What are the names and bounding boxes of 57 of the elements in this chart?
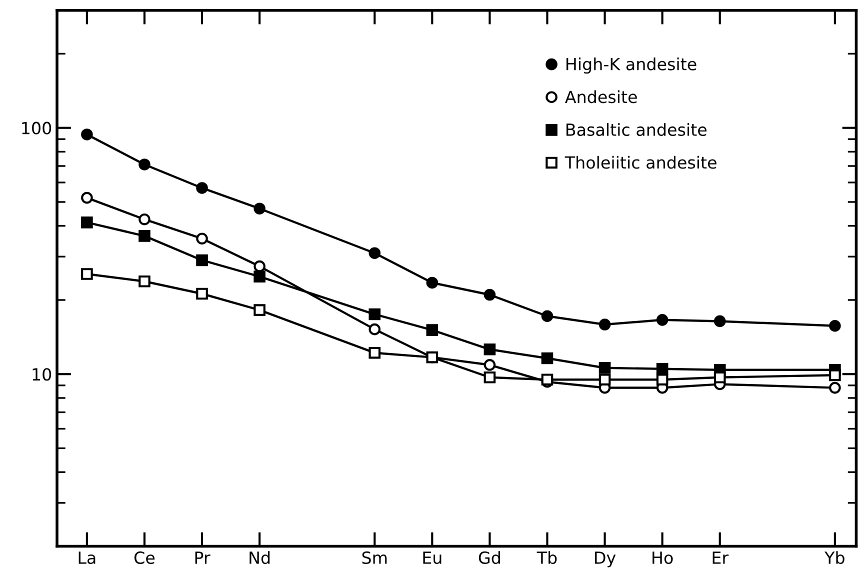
- point: [138, 213, 150, 226]
- x-tick-label: Tb: [536, 551, 557, 564]
- x-tick-label: Gd: [478, 551, 500, 564]
- point: [81, 216, 93, 228]
- point: [484, 343, 496, 356]
- point: [714, 371, 726, 384]
- x-tick-label: Dy: [595, 552, 616, 568]
- x-tick-label: Ce: [134, 551, 155, 564]
- legend-label: Basaltic andesite: [566, 123, 707, 136]
- point: [254, 202, 266, 215]
- x-tick-label: Sm: [362, 551, 387, 564]
- point: [598, 374, 611, 386]
- x-tick-label: Yb: [824, 551, 844, 564]
- point: [368, 308, 381, 320]
- point: [829, 369, 841, 382]
- legend-label: Andesite: [565, 90, 637, 104]
- legend-label: High-K andesite: [566, 58, 696, 74]
- point: [138, 230, 150, 242]
- point: [368, 247, 381, 260]
- x-tick-label: La: [78, 552, 96, 564]
- point: [426, 324, 438, 336]
- point: [598, 318, 611, 330]
- x-tick-label: Eu: [423, 552, 442, 564]
- point: [484, 288, 496, 301]
- point: [598, 362, 611, 374]
- point: [196, 182, 208, 194]
- point: [368, 346, 381, 359]
- point: [196, 254, 208, 266]
- x-tick-label: Pr: [195, 552, 210, 564]
- point: [656, 314, 668, 326]
- point: [81, 268, 93, 280]
- point: [138, 275, 150, 288]
- point: [368, 323, 381, 336]
- point: [656, 374, 668, 386]
- point: [829, 382, 841, 394]
- point: [254, 270, 266, 282]
- point: [81, 128, 93, 140]
- point: [484, 358, 496, 371]
- point: [541, 310, 554, 322]
- point: [714, 315, 726, 328]
- y-tick-label: 100: [22, 122, 52, 134]
- point: [829, 320, 841, 332]
- point: [254, 304, 266, 316]
- point: [196, 288, 208, 300]
- legend-label: Tholeiitic andesite: [564, 156, 716, 169]
- point: [196, 232, 208, 245]
- point: [426, 351, 438, 364]
- point: [426, 276, 438, 289]
- point: [484, 371, 496, 384]
- point: [541, 352, 554, 364]
- y-tick-label: 10: [32, 368, 52, 381]
- point: [81, 192, 93, 204]
- point: [254, 260, 266, 272]
- point: [138, 158, 150, 170]
- x-tick-label: Er: [712, 552, 729, 564]
- x-tick-label: Ho: [652, 552, 673, 564]
- x-tick-label: Nd: [250, 551, 270, 564]
